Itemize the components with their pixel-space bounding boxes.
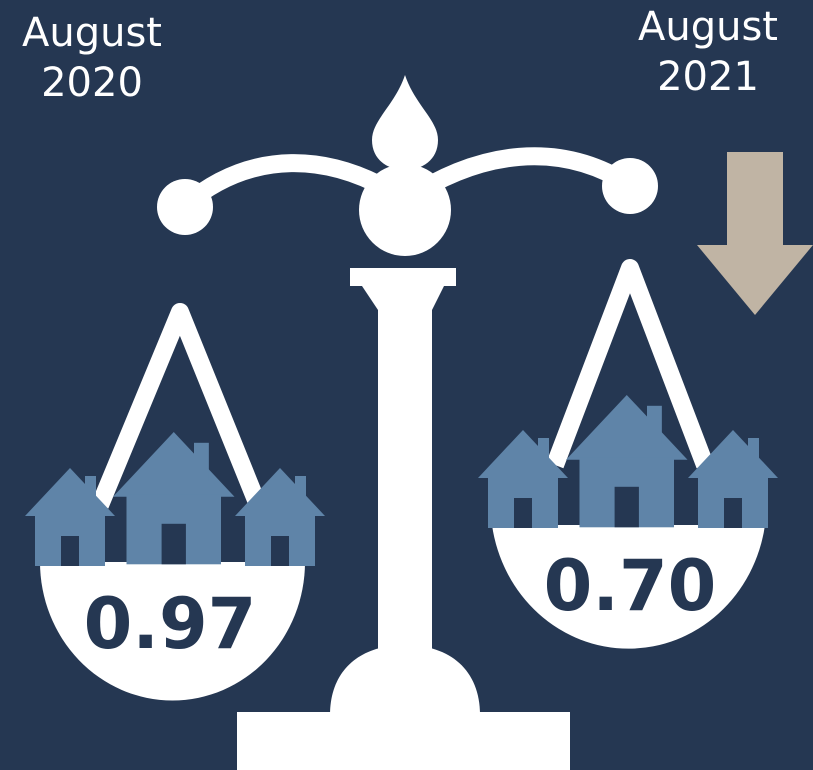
left-year: 2020 <box>41 60 143 106</box>
infographic: August 2020 August 2021 0.97 0.70 <box>0 0 813 770</box>
left-month: August <box>22 10 162 56</box>
left-value: 0.97 <box>84 583 257 665</box>
right-year: 2021 <box>657 54 759 100</box>
right-month: August <box>638 4 778 50</box>
right-value: 0.70 <box>544 545 717 627</box>
page: August 2020 August 2021 0.97 0.70 (() =>… <box>0 0 813 770</box>
